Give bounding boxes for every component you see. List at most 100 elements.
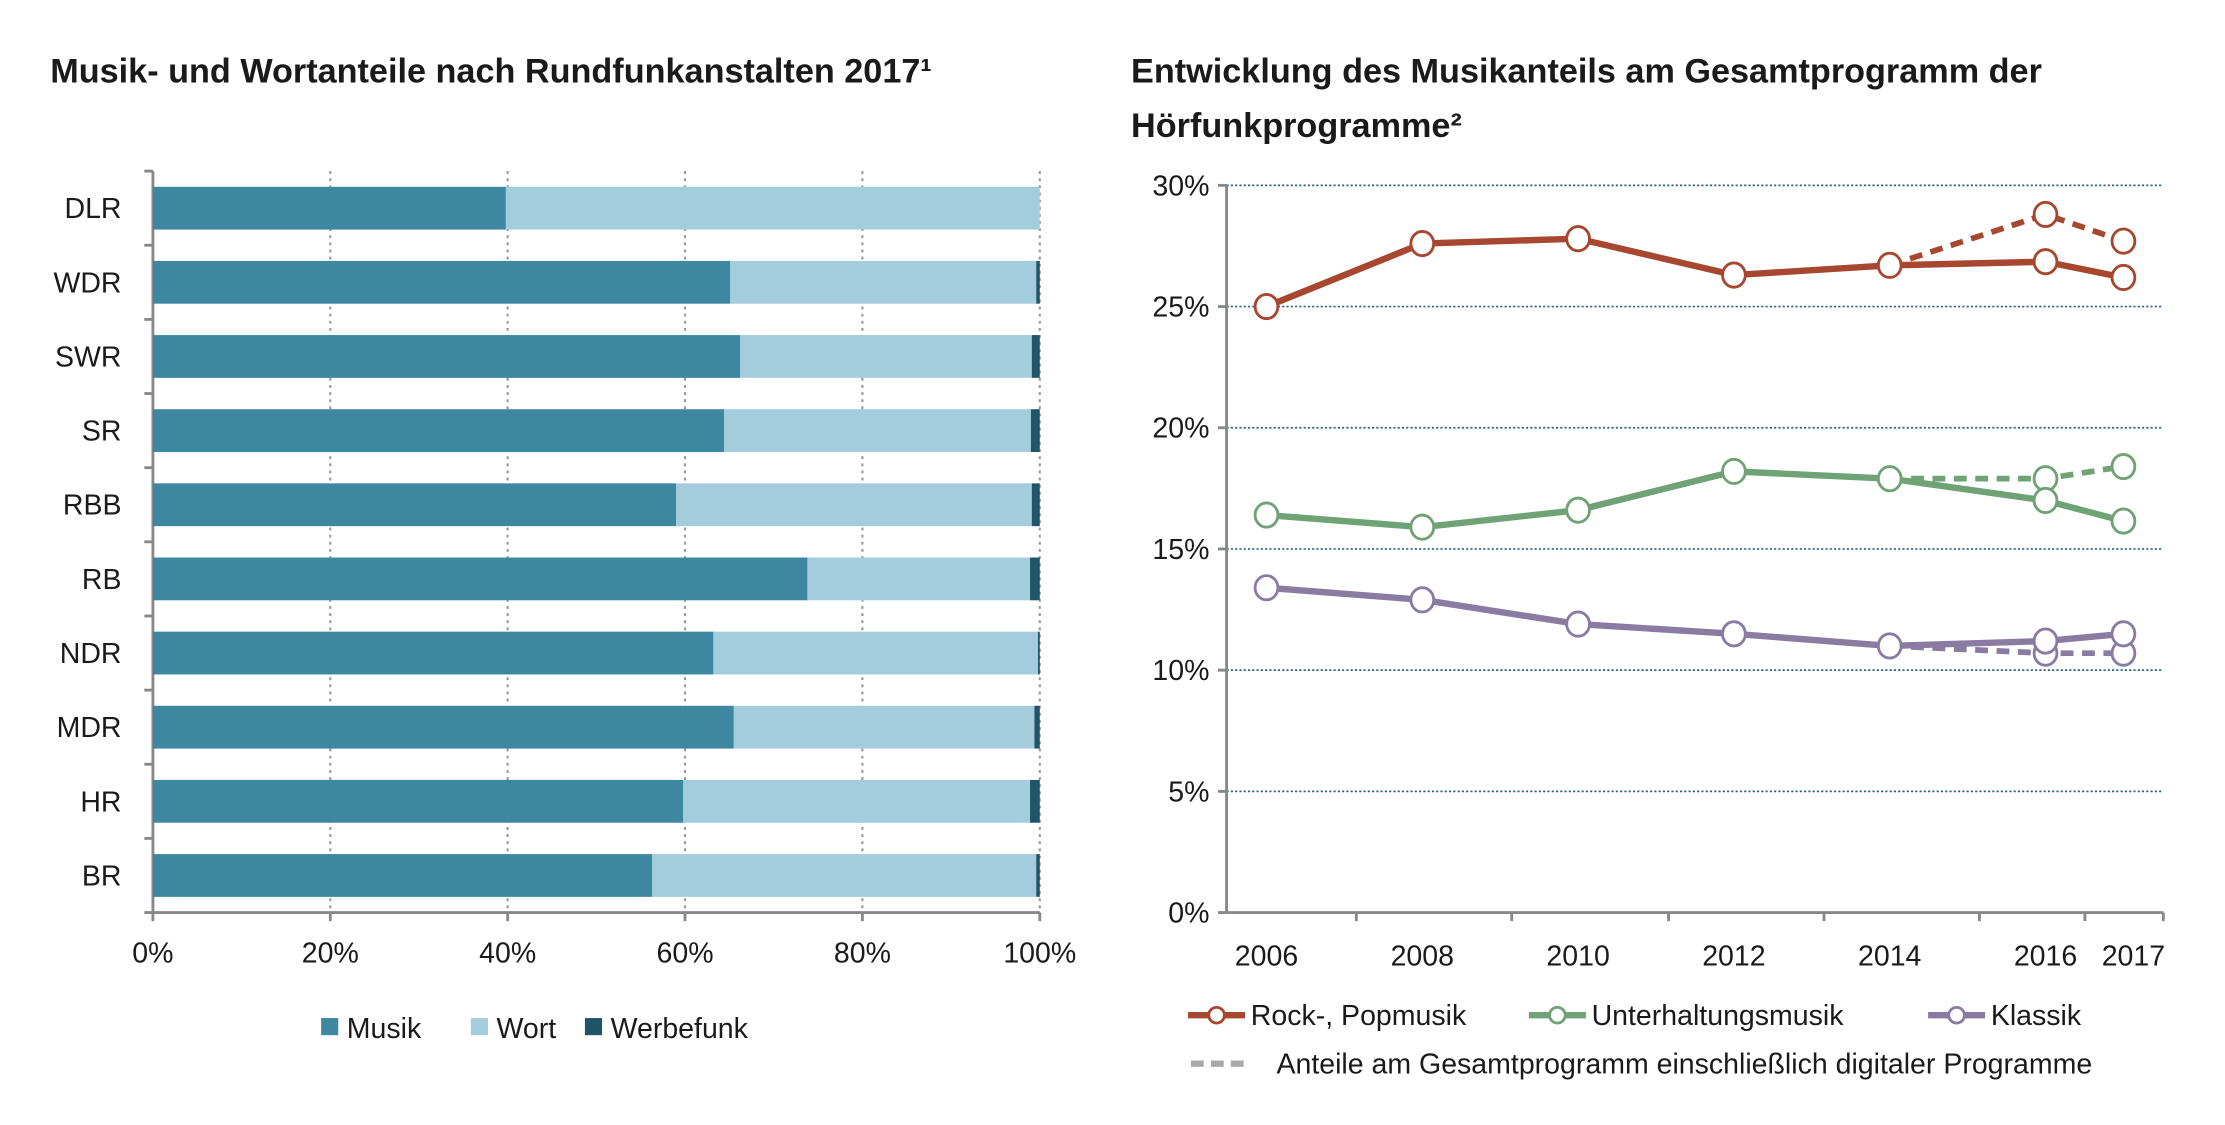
category-label: RBB xyxy=(63,490,122,522)
point-rock-popmusik xyxy=(1409,229,1436,258)
point-rock-popmusik xyxy=(1253,293,1280,321)
legend-swatch-musik xyxy=(321,1018,339,1036)
dashed-point-rock-popmusik xyxy=(2110,227,2137,255)
point-rock-popmusik xyxy=(1721,261,1747,289)
bar-musik xyxy=(152,186,506,230)
point-unterhaltungsmusik xyxy=(1253,501,1280,529)
bar-musik xyxy=(152,409,725,452)
bar-werbefunk xyxy=(1034,705,1040,749)
bar-wort xyxy=(724,409,1031,452)
bar-musik xyxy=(152,335,741,378)
bar-musik xyxy=(152,779,684,823)
point-klassik xyxy=(1409,586,1436,614)
x-tick-label: 2006 xyxy=(1235,940,1298,972)
dashed-line-unterhaltungsmusik xyxy=(1889,463,2124,482)
legend-marker-0 xyxy=(1207,1005,1226,1025)
bar-wort xyxy=(652,854,1037,897)
bar-wort xyxy=(713,631,1039,675)
bar-werbefunk xyxy=(1036,854,1040,897)
bar-musik xyxy=(152,483,677,527)
legend-swatch-wort xyxy=(470,1018,488,1036)
point-klassik xyxy=(1253,574,1280,602)
x-tick-label: 0% xyxy=(132,937,173,969)
line-chart-title-line-1: Entwicklung des Musikanteils am Gesamtpr… xyxy=(1131,53,2042,91)
dashed-line-rock-popmusik xyxy=(1888,211,2125,269)
dashed-point-unterhaltungsmusik xyxy=(2110,452,2137,481)
bar-wort xyxy=(683,779,1031,823)
y-tick-label: 10% xyxy=(1152,655,1209,687)
x-tick-label: 20% xyxy=(302,937,359,969)
x-tick-label: 2012 xyxy=(1702,940,1765,972)
y-tick-label: 5% xyxy=(1168,776,1209,808)
y-tick-label: 25% xyxy=(1152,292,1209,324)
point-unterhaltungsmusik xyxy=(1409,513,1436,541)
point-unterhaltungsmusik xyxy=(1876,465,1903,493)
bar-chart: Musik- und Wortanteile nach Rundfunkanst… xyxy=(50,53,1076,1045)
category-label: NDR xyxy=(60,638,122,670)
bar-wort xyxy=(733,705,1035,749)
x-tick-label: 2016 xyxy=(2014,940,2077,972)
bar-werbefunk xyxy=(1030,557,1040,601)
bar-musik xyxy=(152,260,731,304)
category-label: RB xyxy=(82,564,122,596)
y-tick-label: 15% xyxy=(1152,534,1209,566)
x-tick-label: 2014 xyxy=(1858,940,1922,972)
bar-wort xyxy=(676,483,1032,527)
dashed-point-rock-popmusik xyxy=(2032,200,2059,228)
point-unterhaltungsmusik xyxy=(1565,496,1591,524)
bar-wort xyxy=(807,557,1031,601)
line-chart: Entwicklung des Musikanteils am Gesamtpr… xyxy=(1131,53,2165,1081)
bar-werbefunk xyxy=(1038,631,1040,675)
x-tick-label: 2010 xyxy=(1546,940,1609,972)
bar-chart-title: Musik- und Wortanteile nach Rundfunkanst… xyxy=(50,53,932,91)
bar-wort xyxy=(730,260,1037,304)
point-rock-popmusik xyxy=(1876,251,1903,279)
bar-musik xyxy=(152,557,808,601)
legend-label: Rock-, Popmusik xyxy=(1251,1000,1467,1032)
y-tick-label: 0% xyxy=(1168,898,1209,930)
point-unterhaltungsmusik xyxy=(2032,486,2059,515)
point-klassik xyxy=(1876,632,1903,660)
x-tick-label: 80% xyxy=(834,937,891,969)
x-tick-label: 2017 xyxy=(2102,940,2165,972)
category-label: SR xyxy=(82,416,122,448)
line-klassik xyxy=(1266,584,2124,650)
legend-marker-1 xyxy=(1548,1005,1567,1025)
bar-werbefunk xyxy=(1031,483,1040,527)
point-rock-popmusik xyxy=(1565,225,1591,253)
category-label: DLR xyxy=(65,193,122,225)
point-rock-popmusik xyxy=(2032,248,2059,276)
legend-marker-2 xyxy=(1947,1005,1966,1025)
point-klassik xyxy=(2032,627,2059,655)
bar-musik xyxy=(152,705,734,749)
legend-dashed-label: Anteile am Gesamtprogramm einschließlich… xyxy=(1276,1049,2092,1081)
category-label: MDR xyxy=(57,712,122,744)
line-unterhaltungsmusik xyxy=(1266,468,2125,531)
bar-musik xyxy=(152,854,653,897)
x-tick-label: 60% xyxy=(657,937,714,969)
legend-label: Werbefunk xyxy=(611,1013,749,1045)
legend-label: Wort xyxy=(497,1013,557,1045)
bar-musik xyxy=(152,631,714,675)
bar-wort xyxy=(740,335,1032,378)
legend-label: Unterhaltungsmusik xyxy=(1592,1000,1845,1032)
x-tick-label: 2008 xyxy=(1391,940,1454,972)
point-unterhaltungsmusik xyxy=(2110,507,2137,535)
legend-label: Musik xyxy=(347,1013,422,1045)
y-tick-label: 20% xyxy=(1152,413,1209,445)
bar-werbefunk xyxy=(1030,779,1040,823)
legend-label: Klassik xyxy=(1991,1000,2082,1032)
category-label: BR xyxy=(82,860,122,892)
point-unterhaltungsmusik xyxy=(1721,457,1747,485)
category-label: WDR xyxy=(53,267,121,299)
y-tick-label: 30% xyxy=(1152,170,1209,202)
point-rock-popmusik xyxy=(2110,263,2137,292)
bar-wort xyxy=(505,186,1040,230)
bar-werbefunk xyxy=(1030,409,1040,452)
line-chart-title-line-2: Hörfunkprogramme² xyxy=(1131,107,1462,145)
category-label: HR xyxy=(80,786,121,818)
x-tick-label: 100% xyxy=(1003,937,1076,969)
point-klassik xyxy=(2110,620,2137,648)
category-label: SWR xyxy=(55,341,122,373)
